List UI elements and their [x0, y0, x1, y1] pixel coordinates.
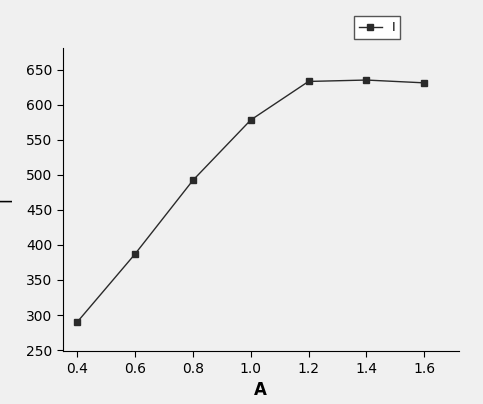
X-axis label: A: A — [255, 381, 267, 400]
I — [248, 118, 254, 122]
Y-axis label: I: I — [0, 198, 15, 202]
I — [306, 79, 312, 84]
I — [190, 178, 196, 183]
I — [363, 78, 369, 82]
I — [74, 320, 80, 324]
Line: I: I — [74, 77, 427, 326]
I — [132, 252, 138, 257]
I — [421, 80, 427, 85]
Legend: I: I — [354, 16, 400, 39]
